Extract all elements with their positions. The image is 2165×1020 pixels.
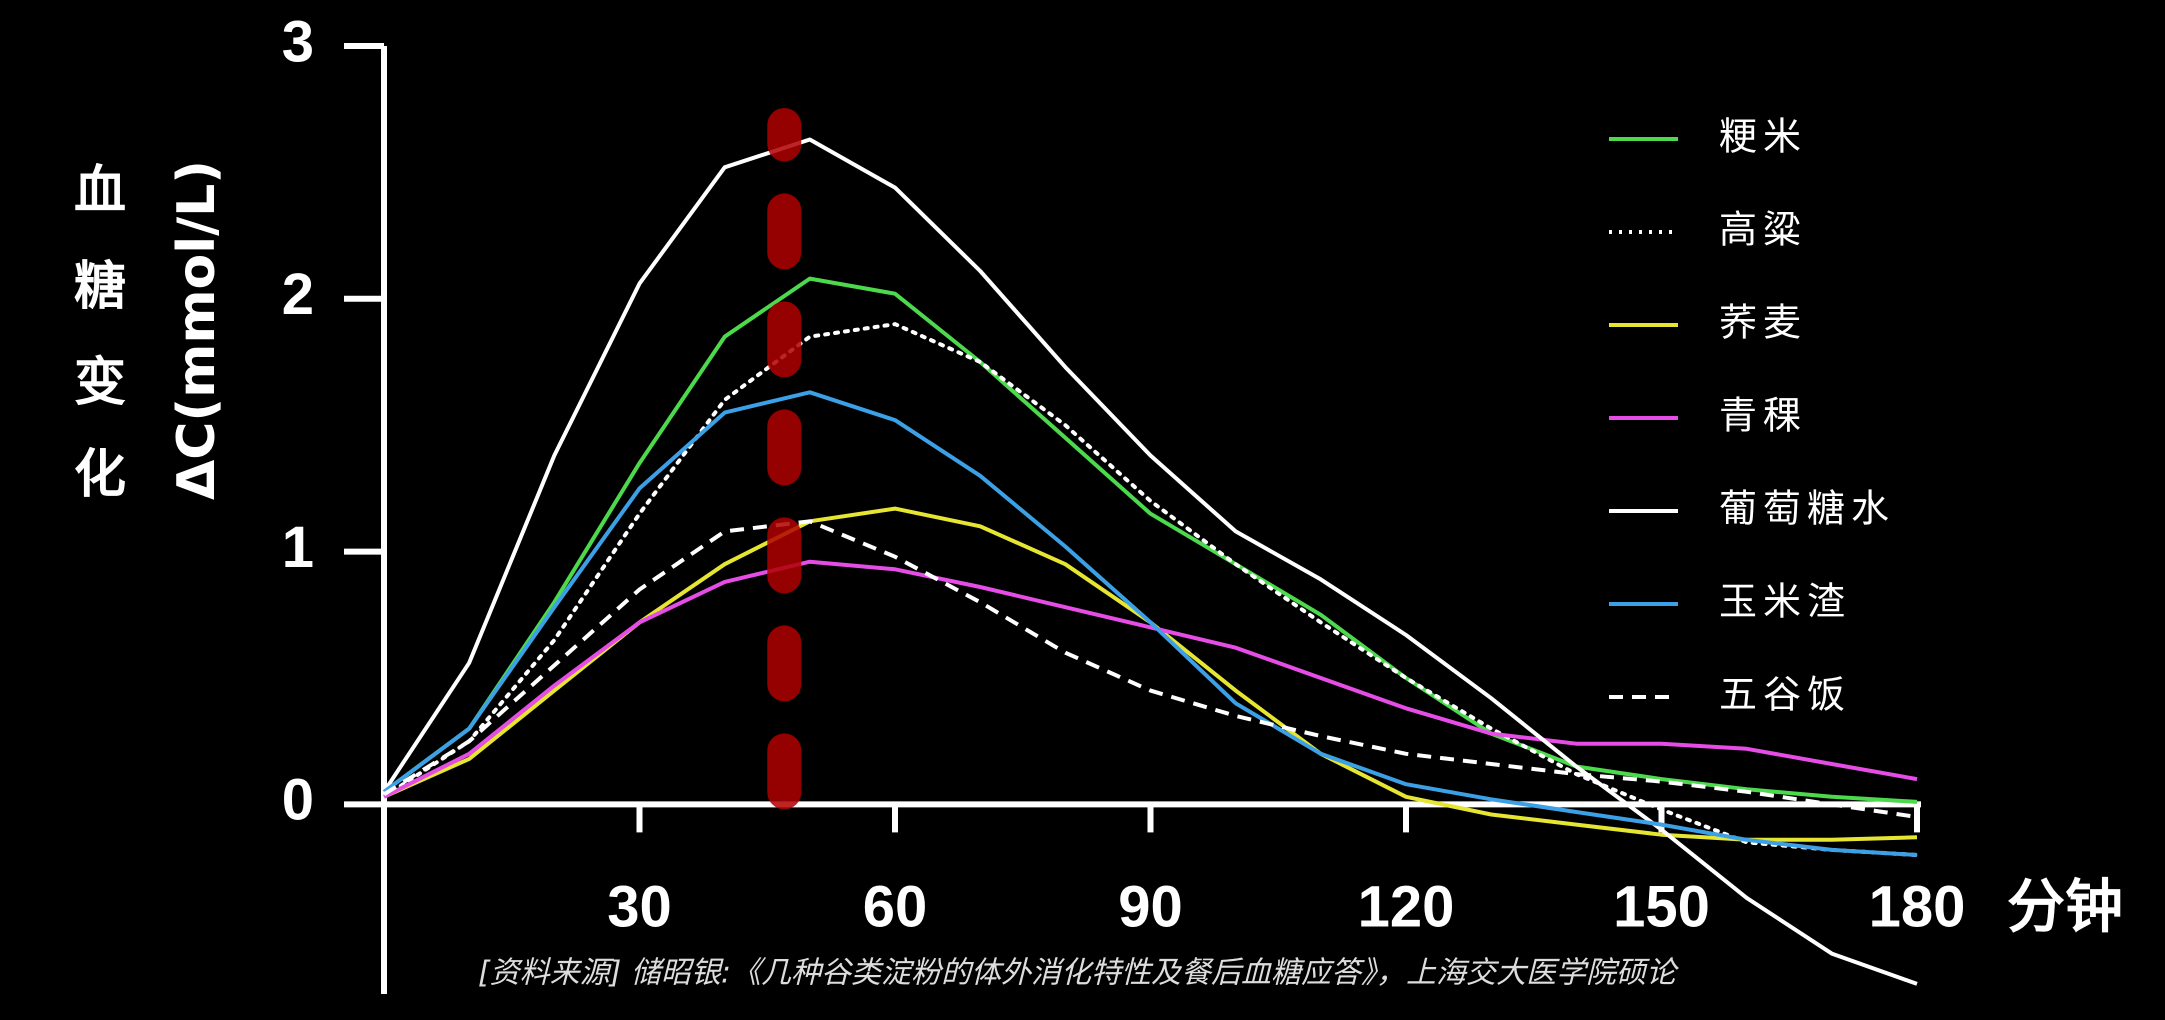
x-tick-label: 60	[863, 874, 928, 939]
series-line	[382, 276, 1918, 804]
legend-label: 葡萄糖水	[1719, 487, 1895, 531]
x-tick-label: 90	[1118, 874, 1183, 939]
legend-label: 粳米	[1719, 115, 1807, 159]
x-tick-label: 150	[1613, 874, 1710, 939]
legend-label: 高粱	[1719, 208, 1807, 252]
x-tick-label: 180	[1869, 874, 1966, 939]
y-label-char: 变	[74, 353, 126, 413]
legend-label: 荞麦	[1719, 301, 1807, 345]
y-tick-label: 2	[282, 262, 314, 327]
series-line	[382, 390, 1918, 857]
y-label-char: 糖	[74, 257, 126, 317]
y-tick-label: 0	[282, 768, 314, 833]
source-note: [资料来源] 储昭银:《几种谷类淀粉的体外消化特性及餐后血糖应答》，上海交大医学…	[478, 956, 1679, 991]
legend-label: 青稞	[1719, 394, 1807, 438]
y-label-unit: ΔC(mmol/L)	[167, 160, 227, 500]
x-tick-label: 120	[1358, 874, 1455, 939]
y-label-char: 血	[74, 161, 126, 221]
legend-label: 五谷饭	[1719, 673, 1851, 717]
legend-label: 玉米渣	[1719, 580, 1851, 624]
series-line	[383, 559, 1918, 799]
y-tick-label: 3	[282, 9, 314, 74]
series-line	[382, 519, 1918, 819]
series-line	[382, 137, 1918, 986]
x-tick-label: 30	[607, 874, 672, 939]
y-label-char: 化	[74, 445, 126, 505]
series-line	[382, 322, 1919, 857]
y-tick-label: 1	[282, 515, 314, 580]
x-label: 分钟	[2007, 874, 2123, 939]
